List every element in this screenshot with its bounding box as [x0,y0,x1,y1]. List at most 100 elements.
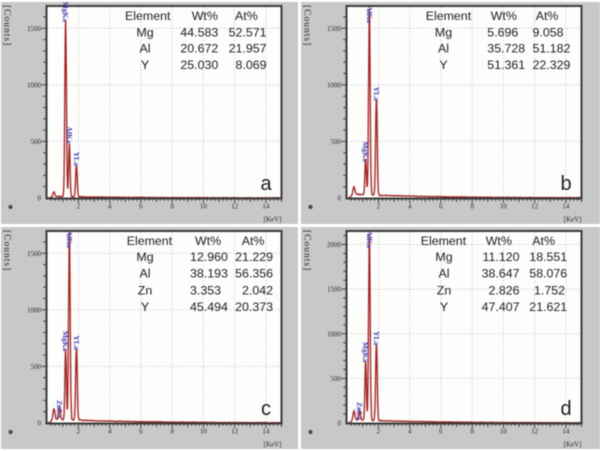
svg-text:MgKa: MgKa [361,141,370,162]
svg-text:Zn: Zn [437,283,452,297]
svg-text:2: 2 [377,428,381,436]
svg-text:20.672: 20.672 [180,42,218,56]
svg-text:21.621: 21.621 [529,300,567,314]
svg-text:MgKa: MgKa [361,342,370,363]
svg-text:51.182: 51.182 [533,42,571,56]
svg-text:6: 6 [139,203,143,211]
svg-text:[KeV]: [KeV] [564,216,582,224]
svg-text:8: 8 [170,203,174,211]
svg-text:Wt%: Wt% [486,234,512,248]
svg-text:1.752: 1.752 [534,283,565,297]
svg-text:44.583: 44.583 [180,25,218,39]
svg-text:Y: Y [141,58,149,72]
svg-text:Wt%: Wt% [491,9,517,23]
svg-text:25.030: 25.030 [180,58,218,72]
svg-text:1500: 1500 [27,25,42,33]
svg-text:1500: 1500 [27,250,42,258]
svg-text:2: 2 [77,203,81,211]
svg-text:11.120: 11.120 [483,250,520,264]
svg-text:Al: Al [438,267,449,281]
svg-text:21.957: 21.957 [229,42,267,56]
svg-text:1500: 1500 [327,25,342,33]
svg-text:14: 14 [562,428,570,436]
svg-text:[Counts]: [Counts] [302,230,312,271]
svg-text:10: 10 [200,203,208,211]
svg-text:21.229: 21.229 [235,250,273,264]
svg-text:10: 10 [500,428,508,436]
svg-text:22.329: 22.329 [533,58,571,72]
svg-text:500: 500 [31,138,42,146]
svg-text:ZnLa: ZnLa [55,400,64,418]
svg-text:Mg: Mg [435,25,452,39]
svg-text:5.696: 5.696 [487,25,518,39]
svg-text:45.494: 45.494 [190,300,228,314]
svg-text:8: 8 [470,203,474,211]
svg-text:14: 14 [262,203,270,211]
svg-text:Wt%: Wt% [192,9,218,23]
svg-text:ZnLa: ZnLa [355,402,364,420]
svg-text:38.647: 38.647 [482,267,520,281]
svg-text:YLa: YLa [72,152,81,166]
svg-text:12: 12 [231,428,239,436]
svg-text:47.407: 47.407 [482,300,520,314]
svg-text:At%: At% [235,9,258,23]
svg-text:12: 12 [531,203,539,211]
svg-text:Y: Y [440,300,448,314]
svg-text:3.353: 3.353 [190,283,221,297]
svg-text:AlKa: AlKa [65,231,74,248]
svg-text:MgKa: MgKa [61,2,70,22]
svg-text:0: 0 [38,420,42,428]
svg-text:20.373: 20.373 [235,300,273,314]
svg-text:8.069: 8.069 [235,58,266,72]
svg-text:4: 4 [408,203,412,211]
svg-text:AlKa: AlKa [365,6,374,23]
svg-text:35.728: 35.728 [487,42,525,56]
svg-text:At%: At% [242,234,265,248]
svg-text:d: d [560,398,571,420]
svg-text:38.193: 38.193 [190,267,228,281]
svg-text:500: 500 [31,363,42,371]
svg-text:c: c [261,398,271,420]
svg-text:2.826: 2.826 [488,283,519,297]
svg-text:2.042: 2.042 [242,283,273,297]
svg-text:Element: Element [127,234,173,248]
svg-text:YLa: YLa [372,87,381,101]
svg-text:51.361: 51.361 [487,58,525,72]
svg-text:Zn: Zn [138,283,153,297]
svg-text:YLa: YLa [372,331,381,345]
svg-text:12: 12 [231,203,239,211]
svg-text:12: 12 [531,428,539,436]
svg-text:AlKa: AlKa [365,231,374,248]
svg-text:2: 2 [77,428,81,436]
svg-text:6: 6 [439,203,443,211]
svg-text:500: 500 [331,138,342,146]
svg-text:[Counts]: [Counts] [2,5,12,46]
svg-text:[KeV]: [KeV] [264,441,282,449]
svg-text:Element: Element [125,9,171,23]
svg-text:Y: Y [141,300,149,314]
svg-text:MgKa: MgKa [61,331,70,352]
svg-text:AlKa: AlKa [65,126,74,143]
svg-text:Y: Y [439,58,447,72]
svg-text:0: 0 [38,195,42,203]
svg-text:At%: At% [532,234,555,248]
svg-text:0: 0 [338,195,342,203]
svg-text:2000: 2000 [327,241,342,249]
svg-text:58.076: 58.076 [529,267,567,281]
svg-text:At%: At% [536,9,559,23]
svg-text:8: 8 [170,428,174,436]
svg-text:14: 14 [262,428,270,436]
svg-text:Mg: Mg [435,250,452,264]
svg-text:4: 4 [408,428,412,436]
svg-text:a: a [260,173,272,195]
svg-text:9.058: 9.058 [533,25,564,39]
svg-text:Mg: Mg [136,25,153,39]
svg-text:Mg: Mg [136,250,153,264]
svg-text:6: 6 [139,428,143,436]
svg-text:52.571: 52.571 [229,25,267,39]
svg-text:6: 6 [439,428,443,436]
svg-text:Element: Element [426,9,472,23]
svg-text:YLa: YLa [72,335,81,349]
svg-text:10: 10 [200,428,208,436]
svg-text:[KeV]: [KeV] [264,216,282,224]
